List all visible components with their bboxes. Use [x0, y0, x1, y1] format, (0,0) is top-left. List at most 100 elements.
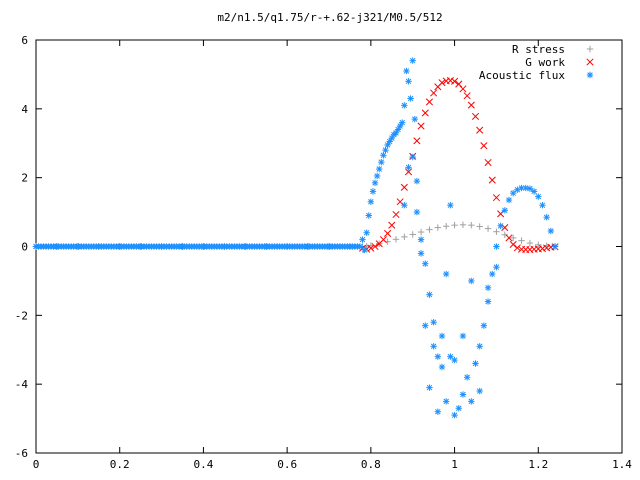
data-point — [501, 207, 508, 214]
data-point — [535, 193, 542, 200]
data-point — [476, 126, 484, 134]
data-point — [430, 319, 437, 326]
data-point — [493, 228, 500, 235]
y-tick-label: -2 — [15, 309, 28, 322]
data-point — [443, 398, 450, 405]
data-point — [526, 239, 534, 247]
data-point — [426, 226, 433, 233]
data-point — [392, 210, 400, 219]
data-point — [371, 179, 379, 187]
data-point — [484, 158, 492, 167]
legend-label: G work — [525, 56, 565, 69]
data-point — [409, 231, 416, 238]
data-point — [443, 222, 450, 230]
data-point — [396, 122, 404, 130]
data-point — [359, 236, 366, 243]
data-point — [409, 153, 416, 161]
data-point — [365, 212, 372, 219]
data-point — [493, 243, 500, 250]
x-tick-label: 1.2 — [528, 458, 548, 471]
data-point — [443, 270, 450, 278]
y-tick-label: 0 — [21, 241, 28, 254]
data-point — [401, 202, 408, 209]
data-point — [526, 185, 534, 192]
data-point — [476, 387, 483, 395]
data-point — [422, 322, 429, 329]
data-point — [480, 322, 488, 329]
data-point — [472, 360, 479, 367]
data-point — [417, 236, 425, 243]
data-point — [382, 146, 389, 154]
x-tick-label: 0.2 — [110, 458, 130, 471]
data-point — [476, 343, 483, 350]
data-point — [363, 229, 370, 236]
data-point — [484, 298, 492, 305]
y-tick-label: 2 — [21, 172, 28, 185]
x-tick-label: 0.6 — [277, 458, 297, 471]
data-point — [384, 229, 392, 237]
data-point — [518, 237, 525, 244]
data-point — [413, 177, 421, 185]
data-point — [426, 384, 433, 391]
data-point — [373, 172, 381, 180]
data-point — [367, 244, 375, 252]
data-point — [459, 332, 467, 340]
data-point — [467, 101, 475, 109]
data-point — [539, 202, 546, 209]
data-point — [509, 234, 517, 242]
data-point — [438, 332, 446, 340]
data-point — [551, 243, 559, 250]
data-point — [379, 236, 387, 244]
data-point — [422, 260, 429, 267]
y-tick-label: -4 — [15, 378, 29, 391]
data-point — [484, 225, 492, 232]
data-point — [376, 165, 383, 173]
data-point — [451, 77, 459, 85]
data-point — [403, 67, 410, 75]
data-point — [451, 221, 458, 229]
x-tick-label: 0.4 — [193, 458, 213, 471]
data-point — [434, 353, 442, 360]
data-point — [413, 137, 421, 145]
data-point — [463, 92, 471, 100]
series-1 — [358, 77, 559, 254]
data-point — [421, 109, 429, 117]
data-point — [434, 224, 442, 231]
data-point — [530, 188, 538, 195]
data-point — [388, 221, 396, 229]
data-point — [405, 164, 412, 171]
data-point — [468, 277, 475, 285]
data-point — [396, 198, 404, 206]
data-point — [399, 119, 406, 126]
data-point — [480, 142, 488, 150]
data-point — [459, 85, 467, 93]
data-point — [509, 240, 517, 248]
data-point — [505, 196, 513, 204]
data-point — [430, 89, 438, 97]
data-point — [400, 183, 408, 191]
data-point — [513, 244, 521, 252]
data-marks — [32, 57, 559, 419]
data-point — [417, 250, 425, 257]
data-point — [535, 241, 542, 248]
data-point — [497, 210, 505, 218]
data-point — [405, 78, 412, 85]
y-tick-label: 4 — [21, 103, 28, 116]
legend-label: Acoustic flux — [479, 69, 565, 82]
x-tick-label: 0 — [33, 458, 40, 471]
x-tick-label: 1 — [451, 458, 458, 471]
data-point — [471, 112, 480, 120]
data-point — [447, 353, 454, 360]
y-tick-label: -6 — [15, 447, 28, 460]
data-point — [501, 231, 508, 238]
data-point — [451, 356, 458, 364]
data-point — [468, 221, 475, 229]
data-point — [409, 57, 416, 64]
data-point — [522, 184, 529, 192]
acoustic-flux-baseline — [32, 243, 364, 250]
data-point — [488, 176, 496, 184]
data-point — [434, 408, 442, 415]
data-point — [489, 270, 496, 278]
x-tick-label: 1.4 — [612, 458, 632, 471]
